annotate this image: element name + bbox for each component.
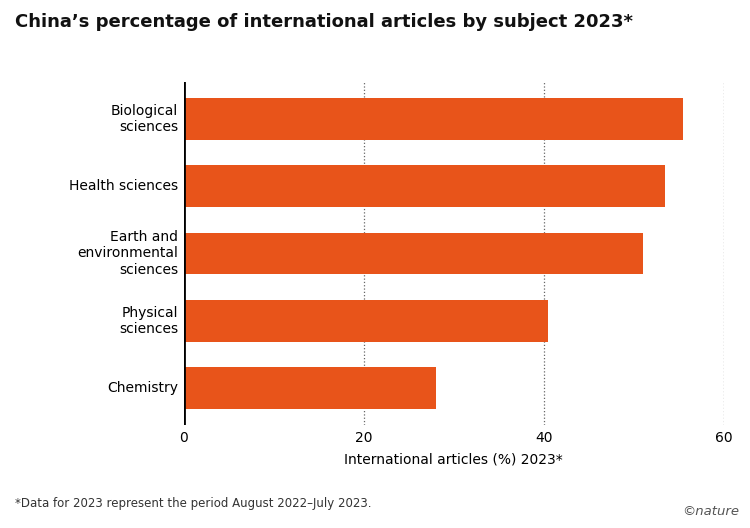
- Text: ©nature: ©nature: [682, 505, 739, 518]
- Text: *Data for 2023 represent the period August 2022–July 2023.: *Data for 2023 represent the period Augu…: [15, 496, 371, 510]
- Text: China’s percentage of international articles by subject 2023*: China’s percentage of international arti…: [15, 13, 633, 31]
- Bar: [184, 98, 683, 140]
- X-axis label: International articles (%) 2023*: International articles (%) 2023*: [344, 453, 563, 467]
- Bar: [184, 367, 436, 409]
- Bar: [184, 300, 548, 342]
- Bar: [184, 232, 643, 275]
- Bar: [184, 165, 665, 207]
